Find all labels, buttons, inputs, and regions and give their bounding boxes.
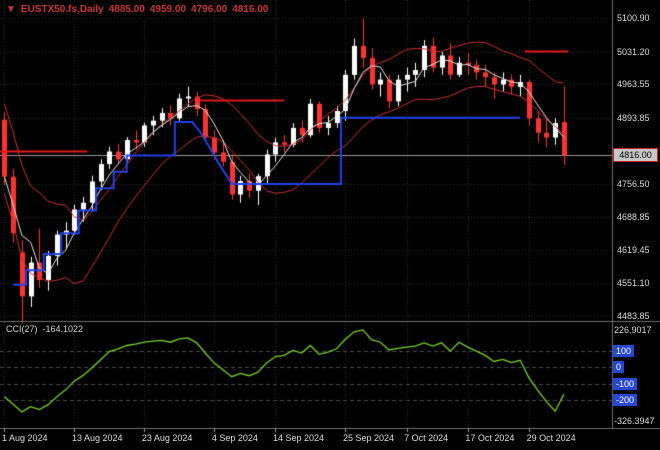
trading-chart-window: ▼ EUSTX50.fs,Daily 4885.00 4959.00 4796.00 48…	[0, 0, 660, 450]
chart-canvas[interactable]	[0, 0, 660, 450]
